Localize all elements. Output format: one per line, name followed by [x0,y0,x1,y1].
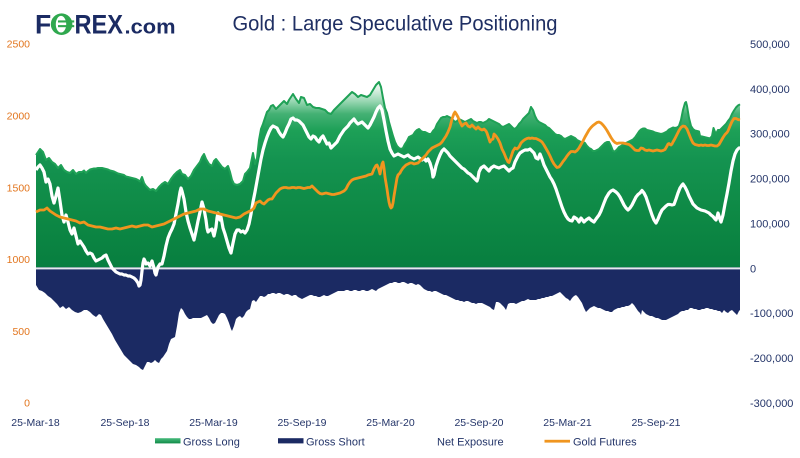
svg-text:25-Sep-18: 25-Sep-18 [100,417,149,429]
svg-text:500: 500 [12,326,30,338]
svg-text:0: 0 [750,263,756,275]
svg-text:2500: 2500 [7,39,31,51]
svg-text:Net Exposure: Net Exposure [437,437,504,449]
svg-text:0: 0 [24,398,30,410]
svg-text:25-Mar-18: 25-Mar-18 [11,417,60,429]
svg-text:1000: 1000 [7,254,31,266]
svg-text:-200,000: -200,000 [750,353,793,365]
svg-text:Gross Short: Gross Short [306,437,365,449]
svg-text:F: F [35,10,51,40]
svg-text:300,000: 300,000 [750,129,790,141]
svg-text:25-Mar-19: 25-Mar-19 [189,417,238,429]
svg-text:1500: 1500 [7,182,31,194]
svg-text:25-Sep-19: 25-Sep-19 [277,417,326,429]
svg-text:100,000: 100,000 [750,218,790,230]
svg-text:25-Mar-21: 25-Mar-21 [543,417,592,429]
svg-text:500,000: 500,000 [750,39,790,51]
svg-text:REX: REX [75,10,124,40]
svg-text:25-Sep-21: 25-Sep-21 [631,417,680,429]
svg-text:Gold Futures: Gold Futures [573,437,637,449]
svg-text:Gold : Large Speculative Posit: Gold : Large Speculative Positioning [233,12,558,36]
svg-text:25-Mar-20: 25-Mar-20 [366,417,415,429]
svg-text:200,000: 200,000 [750,174,790,186]
svg-text:.com: .com [125,17,176,39]
svg-text:400,000: 400,000 [750,84,790,96]
svg-text:2000: 2000 [7,111,31,123]
svg-text:-300,000: -300,000 [750,398,793,410]
svg-text:Gross Long: Gross Long [183,437,240,449]
svg-text:25-Sep-20: 25-Sep-20 [454,417,503,429]
svg-text:-100,000: -100,000 [750,308,793,320]
